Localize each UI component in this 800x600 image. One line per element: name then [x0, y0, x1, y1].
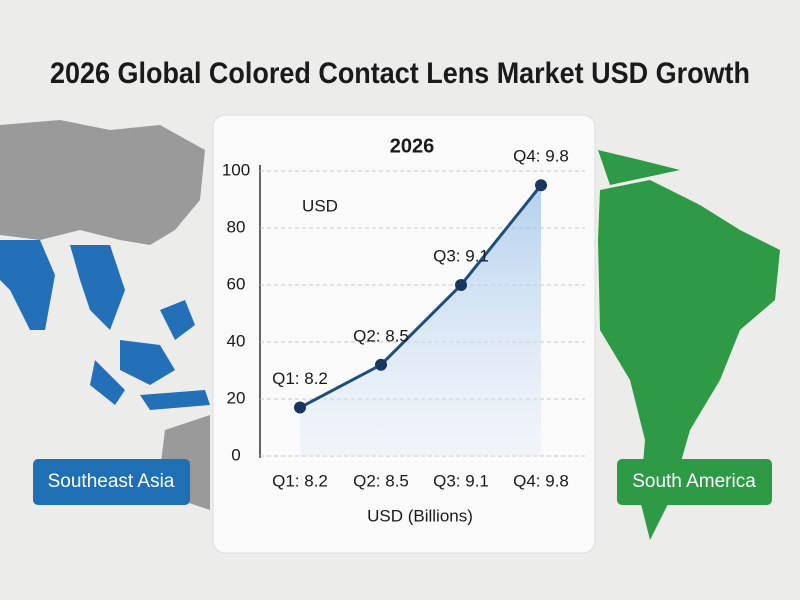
chart-title: 2026 Global Colored Contact Lens Market …	[50, 57, 750, 90]
region-label: South America	[632, 471, 756, 492]
line	[299, 184, 543, 409]
data-label: Q2: 8.5	[353, 326, 409, 345]
point	[294, 401, 306, 414]
point	[455, 279, 467, 291]
x-axis-label: USD (Billions)	[367, 506, 473, 525]
x-tick-label: Q4: 9.8	[513, 471, 569, 490]
chart-subtitle: 2026	[390, 135, 435, 157]
y-tick-label: 20	[227, 388, 246, 407]
x-tick-label: Q3: 9.1	[433, 471, 489, 490]
x-tick-label: Q2: 8.5	[353, 471, 409, 490]
x-tick-label: Q1: 8.2	[272, 471, 328, 490]
area	[300, 185, 541, 456]
y-tick-label: 0	[231, 445, 240, 464]
region-badge	[33, 459, 190, 505]
y-axis-label: USD	[302, 196, 338, 215]
y-tick-label: 100	[222, 160, 250, 179]
y-tick-label: 60	[227, 274, 246, 293]
data-label: Q1: 8.2	[272, 369, 328, 388]
y-tick-label: 40	[227, 331, 246, 350]
point	[375, 358, 387, 371]
map-asia	[0, 120, 210, 510]
region-badge	[617, 459, 772, 505]
region-label: Southeast Asia	[48, 471, 175, 492]
map-south-america	[598, 150, 780, 540]
data-label: Q4: 9.8	[513, 147, 569, 166]
data-label: Q3: 9.1	[433, 246, 489, 265]
y-tick-label: 80	[227, 217, 246, 236]
point	[535, 179, 547, 192]
